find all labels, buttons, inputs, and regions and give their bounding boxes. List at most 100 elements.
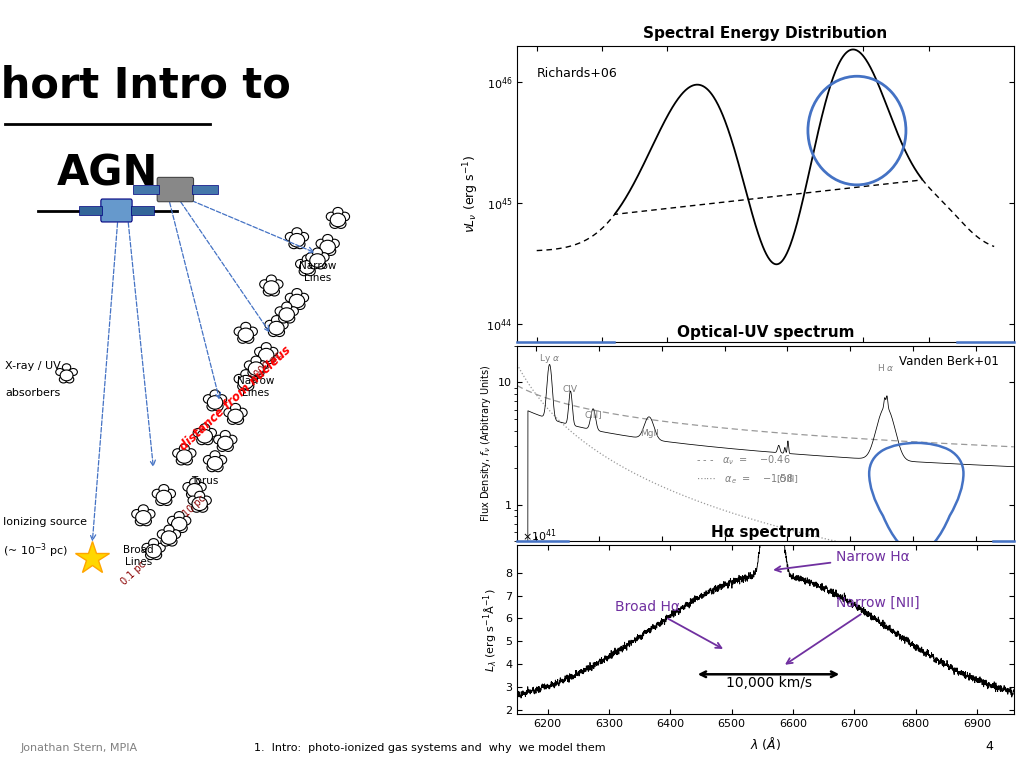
Ellipse shape	[289, 233, 305, 247]
Text: Broad Hα: Broad Hα	[615, 601, 721, 648]
Ellipse shape	[152, 551, 162, 560]
Y-axis label: $\nu L_\nu$ (erg s$^{-1}$): $\nu L_\nu$ (erg s$^{-1}$)	[462, 154, 481, 233]
Text: MgII: MgII	[640, 429, 658, 438]
Title: Hα spectrum: Hα spectrum	[711, 525, 820, 540]
Ellipse shape	[238, 382, 248, 391]
Ellipse shape	[340, 212, 349, 221]
Ellipse shape	[171, 530, 180, 538]
Text: absorbers: absorbers	[5, 388, 60, 398]
Ellipse shape	[266, 275, 276, 284]
Ellipse shape	[234, 327, 244, 336]
Ellipse shape	[271, 316, 282, 324]
Ellipse shape	[310, 253, 326, 267]
Ellipse shape	[326, 247, 336, 256]
Ellipse shape	[273, 280, 283, 289]
Ellipse shape	[179, 444, 189, 453]
Ellipse shape	[146, 545, 162, 558]
Ellipse shape	[214, 435, 223, 444]
Ellipse shape	[244, 382, 254, 391]
Ellipse shape	[157, 490, 172, 504]
Text: X-ray / UV: X-ray / UV	[5, 361, 60, 371]
Text: - - -   $\alpha_\nu$  =    $-0.46$: - - - $\alpha_\nu$ = $-0.46$	[696, 453, 791, 467]
Ellipse shape	[158, 530, 167, 538]
Ellipse shape	[204, 395, 213, 403]
Ellipse shape	[207, 429, 216, 437]
Ellipse shape	[164, 525, 174, 534]
Text: Richards+06: Richards+06	[537, 67, 617, 80]
Ellipse shape	[295, 301, 305, 310]
Ellipse shape	[309, 260, 319, 269]
Ellipse shape	[181, 516, 190, 525]
FancyBboxPatch shape	[158, 177, 194, 202]
Ellipse shape	[142, 543, 152, 552]
Ellipse shape	[323, 234, 333, 243]
Ellipse shape	[299, 267, 309, 276]
Text: 10 pc: 10 pc	[181, 494, 208, 519]
Ellipse shape	[285, 314, 295, 323]
Ellipse shape	[145, 509, 155, 518]
Ellipse shape	[241, 323, 251, 331]
Ellipse shape	[168, 516, 177, 525]
Ellipse shape	[224, 408, 233, 417]
Ellipse shape	[195, 492, 205, 500]
FancyBboxPatch shape	[100, 199, 132, 222]
Ellipse shape	[295, 240, 305, 249]
Ellipse shape	[193, 497, 207, 511]
Text: $\cdots\cdots$   $\alpha_e$  =    $-1.58$: $\cdots\cdots$ $\alpha_e$ = $-1.58$	[696, 472, 794, 486]
Ellipse shape	[148, 538, 159, 548]
Text: Narrow [NII]: Narrow [NII]	[786, 596, 920, 664]
Ellipse shape	[306, 253, 315, 262]
Ellipse shape	[286, 233, 295, 241]
Ellipse shape	[321, 240, 336, 253]
Ellipse shape	[207, 463, 217, 472]
Ellipse shape	[315, 260, 326, 269]
Ellipse shape	[60, 370, 73, 381]
Text: distance from nucleus: distance from nucleus	[177, 343, 294, 453]
Ellipse shape	[69, 369, 78, 376]
Ellipse shape	[159, 485, 169, 493]
Ellipse shape	[156, 497, 166, 505]
Ellipse shape	[135, 511, 152, 524]
Ellipse shape	[316, 239, 326, 248]
Ellipse shape	[189, 478, 200, 487]
Ellipse shape	[193, 490, 203, 498]
Ellipse shape	[265, 320, 274, 329]
Ellipse shape	[286, 293, 295, 302]
Ellipse shape	[319, 253, 329, 262]
Ellipse shape	[300, 260, 315, 274]
Text: Torus: Torus	[191, 475, 218, 485]
Ellipse shape	[213, 402, 223, 411]
Ellipse shape	[238, 408, 247, 417]
Ellipse shape	[141, 517, 152, 526]
Ellipse shape	[161, 538, 171, 546]
Ellipse shape	[145, 551, 156, 560]
Text: (~ 10$^{-3}$ pc): (~ 10$^{-3}$ pc)	[3, 541, 68, 560]
Ellipse shape	[135, 517, 145, 526]
Ellipse shape	[174, 511, 184, 521]
Ellipse shape	[258, 361, 267, 369]
Ellipse shape	[312, 248, 323, 257]
Ellipse shape	[166, 489, 175, 498]
Ellipse shape	[305, 267, 315, 276]
Text: Narrow
Lines: Narrow Lines	[238, 376, 274, 398]
Ellipse shape	[173, 449, 182, 458]
Ellipse shape	[177, 524, 187, 532]
Ellipse shape	[62, 364, 71, 371]
Ellipse shape	[258, 355, 268, 363]
Bar	[193, 185, 217, 194]
Ellipse shape	[162, 497, 172, 505]
Text: H $\alpha$: H $\alpha$	[877, 362, 894, 372]
Ellipse shape	[186, 484, 203, 497]
Ellipse shape	[282, 302, 292, 311]
Ellipse shape	[260, 280, 269, 289]
Ellipse shape	[156, 543, 165, 552]
Ellipse shape	[261, 343, 271, 352]
Ellipse shape	[186, 449, 196, 458]
Text: A Short Intro to: A Short Intro to	[0, 65, 291, 107]
Ellipse shape	[238, 335, 248, 343]
Ellipse shape	[203, 436, 213, 445]
Ellipse shape	[227, 415, 238, 425]
Y-axis label: $L_\lambda$ (erg s$^{-1}$Å$^{-1}$): $L_\lambda$ (erg s$^{-1}$Å$^{-1}$)	[481, 588, 500, 671]
Bar	[131, 207, 154, 214]
Text: Broad
Lines: Broad Lines	[123, 545, 154, 567]
